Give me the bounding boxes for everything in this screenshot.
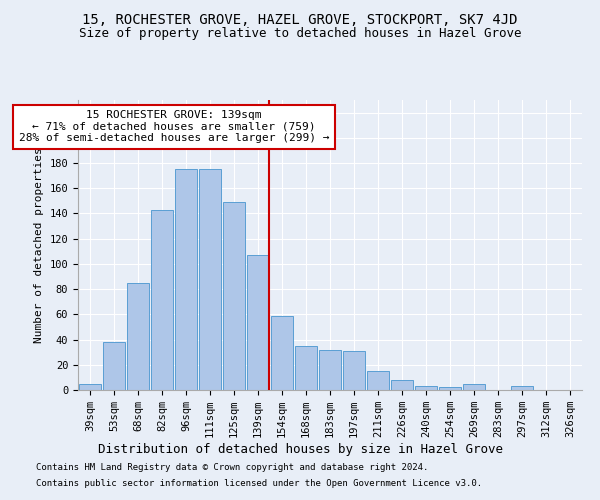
Text: 15 ROCHESTER GROVE: 139sqm
← 71% of detached houses are smaller (759)
28% of sem: 15 ROCHESTER GROVE: 139sqm ← 71% of deta…	[19, 110, 329, 144]
Text: 15, ROCHESTER GROVE, HAZEL GROVE, STOCKPORT, SK7 4JD: 15, ROCHESTER GROVE, HAZEL GROVE, STOCKP…	[82, 12, 518, 26]
Text: Contains HM Land Registry data © Crown copyright and database right 2024.: Contains HM Land Registry data © Crown c…	[36, 464, 428, 472]
Bar	[463, 384, 485, 390]
Bar	[247, 255, 269, 390]
Bar	[223, 202, 245, 390]
Bar	[295, 346, 317, 390]
Bar	[175, 170, 197, 390]
Bar	[199, 170, 221, 390]
Text: Contains public sector information licensed under the Open Government Licence v3: Contains public sector information licen…	[36, 478, 482, 488]
Bar	[103, 342, 125, 390]
Y-axis label: Number of detached properties: Number of detached properties	[34, 147, 44, 343]
Bar	[319, 350, 341, 390]
Bar	[391, 380, 413, 390]
Text: Size of property relative to detached houses in Hazel Grove: Size of property relative to detached ho…	[79, 28, 521, 40]
Bar	[415, 386, 437, 390]
Bar	[511, 386, 533, 390]
Bar	[79, 384, 101, 390]
Text: Distribution of detached houses by size in Hazel Grove: Distribution of detached houses by size …	[97, 442, 503, 456]
Bar	[343, 351, 365, 390]
Bar	[127, 283, 149, 390]
Bar	[151, 210, 173, 390]
Bar	[439, 388, 461, 390]
Bar	[367, 371, 389, 390]
Bar	[271, 316, 293, 390]
